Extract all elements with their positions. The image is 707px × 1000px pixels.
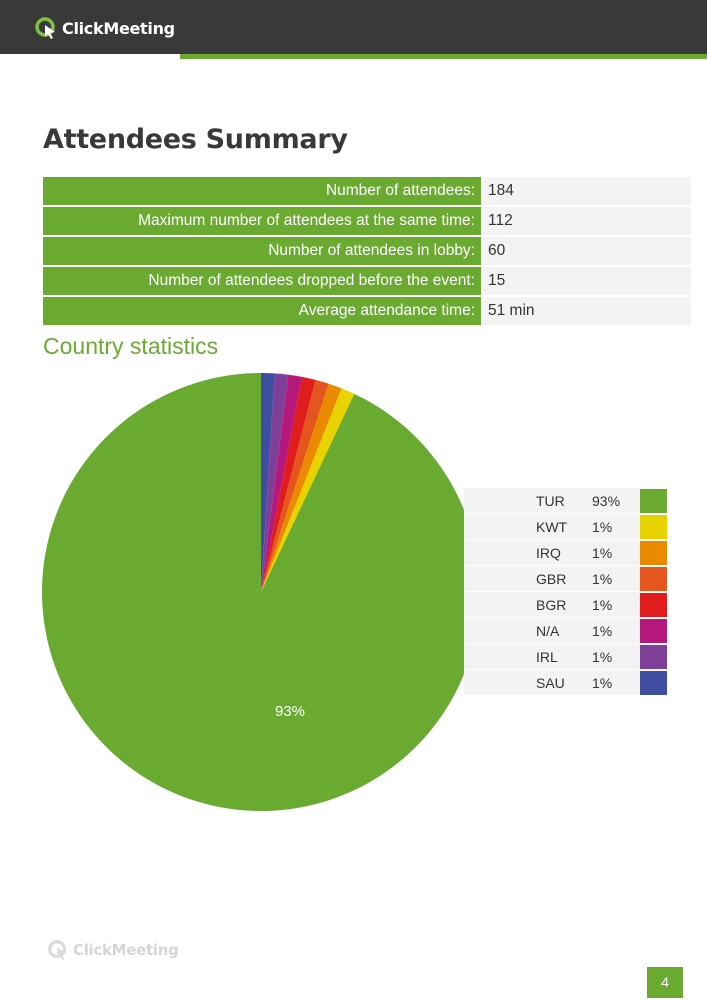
legend-swatch xyxy=(640,618,667,644)
legend-country: KWT xyxy=(536,519,568,535)
legend-item: GBR 1% xyxy=(464,566,667,592)
legend-country: BGR xyxy=(536,597,567,613)
summary-label: Number of attendees: xyxy=(43,177,481,205)
legend-country: IRQ xyxy=(536,545,561,561)
legend-item: IRL 1% xyxy=(464,644,667,670)
summary-label: Number of attendees in lobby: xyxy=(43,237,481,265)
pie-slice-kwt xyxy=(261,388,355,592)
summary-label: Average attendance time: xyxy=(43,297,481,325)
clickmeeting-logo-icon xyxy=(35,17,55,39)
page-title: Attendees Summary xyxy=(43,124,348,155)
pie-slice-bgr xyxy=(261,376,316,592)
page-number: 4 xyxy=(647,967,683,998)
pie-slice-gbr xyxy=(261,379,329,592)
country-pie-chart: 93% xyxy=(41,373,481,811)
summary-value: 60 xyxy=(483,237,691,265)
legend-percent: 1% xyxy=(592,623,613,639)
footer-brand-name: ClickMeeting xyxy=(73,941,179,959)
pie-slice-sau xyxy=(261,373,275,592)
clickmeeting-logo-icon xyxy=(48,940,67,961)
header-accent-line xyxy=(180,54,707,59)
legend-percent: 1% xyxy=(592,675,613,691)
legend-country: GBR xyxy=(536,571,567,587)
attendees-summary-table: Number of attendees: 184 Maximum number … xyxy=(43,177,691,327)
country-statistics-heading: Country statistics xyxy=(43,333,219,359)
legend-percent: 1% xyxy=(592,519,613,535)
legend-country: TUR xyxy=(536,493,565,509)
summary-value: 51 min xyxy=(483,297,691,325)
summary-value: 184 xyxy=(483,177,691,205)
summary-row: Number of attendees: 184 xyxy=(43,177,691,205)
pie-slice-irl xyxy=(261,373,289,592)
summary-row: Number of attendees in lobby: 60 xyxy=(43,237,691,265)
legend-percent: 1% xyxy=(592,545,613,561)
summary-row: Number of attendees dropped before the e… xyxy=(43,267,691,295)
legend-swatch xyxy=(640,592,667,618)
pie-slice-na xyxy=(261,374,303,592)
brand-name: ClickMeeting xyxy=(62,18,175,38)
pie-slice-label: 93% xyxy=(275,703,305,720)
legend-item: BGR 1% xyxy=(464,592,667,618)
summary-label: Number of attendees dropped before the e… xyxy=(43,267,481,295)
legend-item: IRQ 1% xyxy=(464,540,667,566)
legend-country: N/A xyxy=(536,623,560,639)
legend-swatch xyxy=(640,670,667,696)
summary-row: Average attendance time: 51 min xyxy=(43,297,691,325)
brand-logo: ClickMeeting xyxy=(34,14,175,42)
legend-item: N/A 1% xyxy=(464,618,667,644)
legend-percent: 1% xyxy=(592,571,613,587)
legend-item: KWT 1% xyxy=(464,514,667,540)
legend-swatch xyxy=(640,644,667,670)
footer-logo: ClickMeeting xyxy=(47,939,179,961)
pie-slice-irq xyxy=(261,383,342,592)
summary-value: 15 xyxy=(483,267,691,295)
country-legend: TUR 93% KWT 1% IRQ 1% GBR 1% BGR 1% N/A … xyxy=(464,488,667,696)
legend-swatch xyxy=(640,566,667,592)
header-bar: ClickMeeting xyxy=(0,0,707,54)
legend-percent: 1% xyxy=(592,597,613,613)
legend-swatch xyxy=(640,488,667,514)
legend-percent: 93% xyxy=(592,493,621,509)
legend-item: SAU 1% xyxy=(464,670,667,696)
legend-percent: 1% xyxy=(592,649,613,665)
legend-swatch xyxy=(640,514,667,540)
summary-row: Maximum number of attendees at the same … xyxy=(43,207,691,235)
legend-country: SAU xyxy=(536,675,565,691)
pie-slice-tur xyxy=(41,373,481,811)
legend-item: TUR 93% xyxy=(464,488,667,514)
legend-country: IRL xyxy=(536,649,558,665)
summary-value: 112 xyxy=(483,207,691,235)
legend-swatch xyxy=(640,540,667,566)
summary-label: Maximum number of attendees at the same … xyxy=(43,207,481,235)
